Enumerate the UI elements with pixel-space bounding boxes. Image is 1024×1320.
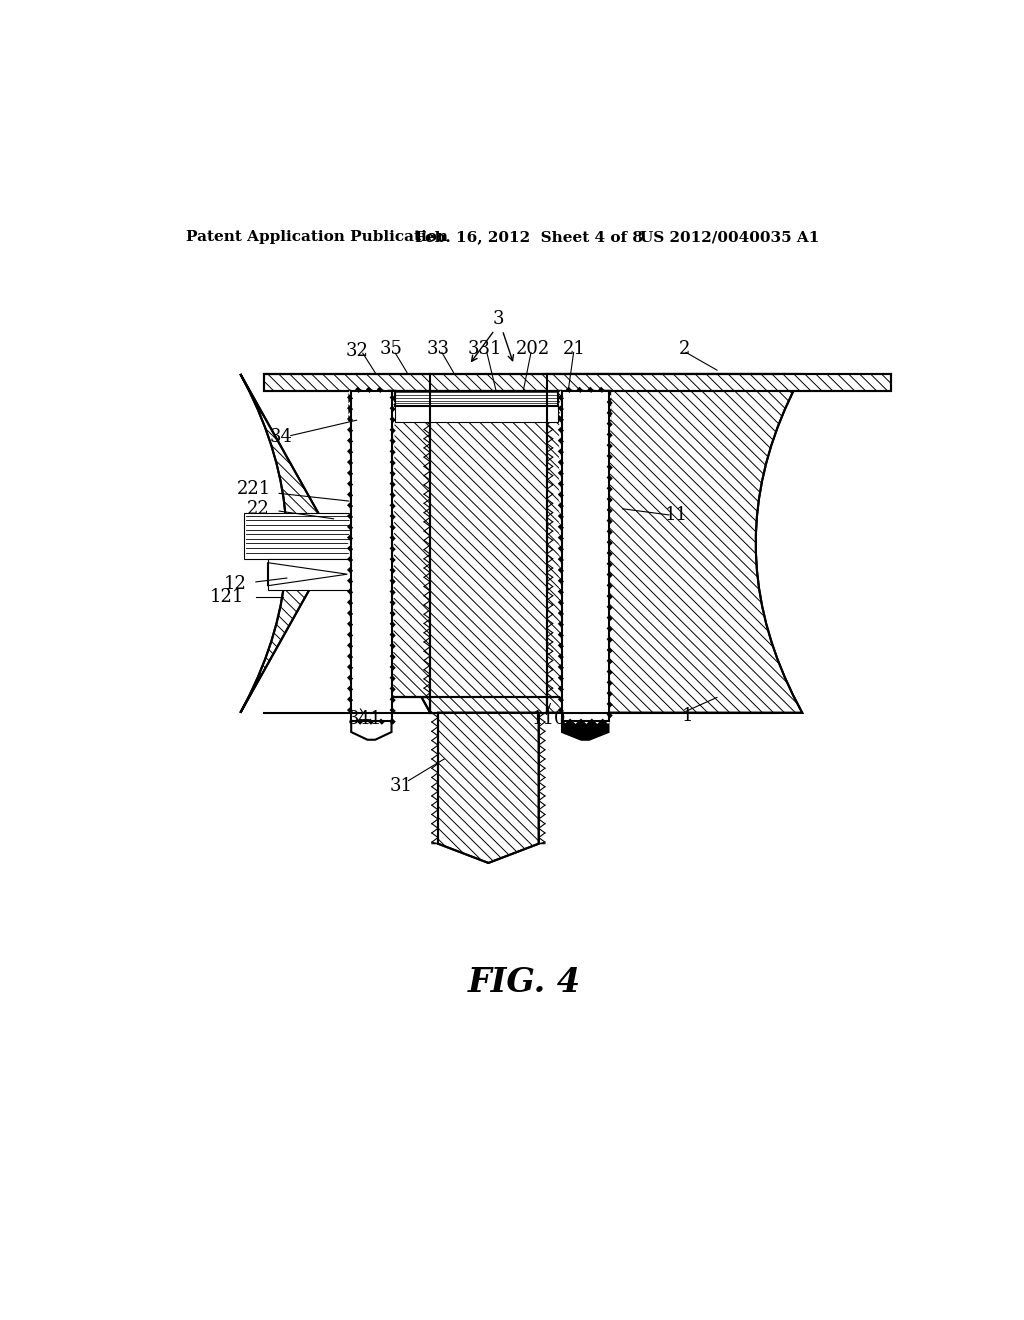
Bar bbox=[430, 420, 547, 697]
Text: Feb. 16, 2012  Sheet 4 of 8: Feb. 16, 2012 Sheet 4 of 8 bbox=[415, 230, 643, 244]
Bar bbox=[391, 420, 562, 697]
Polygon shape bbox=[349, 391, 395, 420]
Bar bbox=[395, 391, 558, 407]
Text: 35: 35 bbox=[380, 341, 402, 358]
Polygon shape bbox=[351, 420, 562, 713]
Text: 33: 33 bbox=[427, 341, 450, 358]
Bar bbox=[395, 391, 558, 422]
Text: 22: 22 bbox=[247, 500, 270, 517]
Text: 31: 31 bbox=[389, 777, 413, 795]
Polygon shape bbox=[438, 713, 539, 863]
Polygon shape bbox=[241, 374, 430, 713]
Bar bbox=[562, 391, 608, 721]
Bar bbox=[562, 391, 608, 721]
Text: 11: 11 bbox=[666, 506, 688, 524]
Text: 2: 2 bbox=[679, 341, 690, 358]
Text: 331: 331 bbox=[467, 341, 502, 358]
Text: 121: 121 bbox=[210, 589, 245, 606]
Text: 21: 21 bbox=[563, 341, 586, 358]
Text: 341: 341 bbox=[347, 710, 382, 727]
Polygon shape bbox=[558, 391, 610, 420]
Text: 34: 34 bbox=[270, 428, 293, 446]
Bar bbox=[562, 391, 608, 721]
Text: 32: 32 bbox=[345, 342, 368, 360]
Polygon shape bbox=[351, 721, 391, 739]
Text: 12: 12 bbox=[223, 576, 247, 593]
Polygon shape bbox=[263, 374, 891, 391]
Bar bbox=[351, 391, 391, 721]
Text: 202: 202 bbox=[516, 341, 551, 358]
Text: US 2012/0040035 A1: US 2012/0040035 A1 bbox=[640, 230, 819, 244]
Polygon shape bbox=[562, 721, 608, 739]
Polygon shape bbox=[547, 374, 802, 713]
Text: FIG. 4: FIG. 4 bbox=[468, 966, 582, 999]
Text: Patent Application Publication: Patent Application Publication bbox=[186, 230, 449, 244]
Text: 221: 221 bbox=[238, 480, 271, 499]
Bar bbox=[351, 391, 391, 721]
Bar bbox=[351, 391, 391, 721]
Bar bbox=[245, 512, 352, 558]
Text: 3: 3 bbox=[493, 310, 504, 327]
Text: 1: 1 bbox=[682, 708, 693, 725]
Polygon shape bbox=[267, 558, 351, 590]
Text: 110: 110 bbox=[531, 710, 566, 727]
